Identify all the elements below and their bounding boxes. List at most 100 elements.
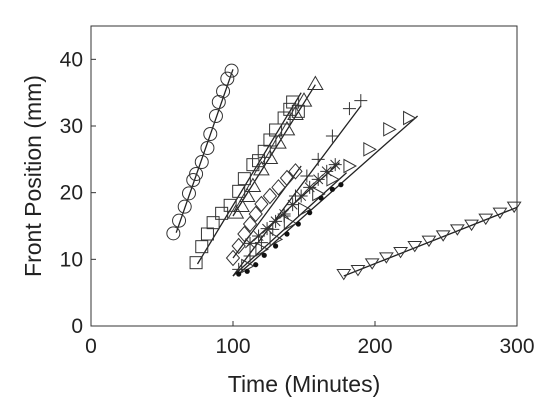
data-point-dot bbox=[318, 195, 324, 201]
data-point-triangle-right bbox=[255, 241, 269, 257]
data-point-plus bbox=[243, 249, 257, 263]
data-point-diamond bbox=[225, 249, 241, 267]
data-point-diamond bbox=[254, 195, 269, 213]
data-point-triangle-right bbox=[269, 231, 284, 247]
data-point-circle bbox=[194, 155, 209, 169]
data-point-triangle-right bbox=[326, 171, 340, 187]
y-tick-label: 10 bbox=[60, 248, 83, 271]
data-point-circle bbox=[224, 63, 239, 78]
data-point-dot bbox=[284, 231, 290, 237]
data-point-diamond bbox=[262, 187, 278, 205]
data-point-plus bbox=[300, 169, 314, 183]
data-point-triangle-up bbox=[233, 197, 250, 212]
data-point-asterisk bbox=[277, 207, 291, 221]
data-point-triangle-up bbox=[306, 75, 324, 90]
data-point-circle bbox=[181, 186, 196, 201]
fit-line-triangle-down bbox=[343, 206, 518, 277]
data-point-diamond bbox=[288, 163, 303, 180]
data-point-square bbox=[195, 240, 209, 254]
data-point-diamond bbox=[242, 215, 258, 233]
data-point-square bbox=[283, 102, 297, 116]
data-point-square bbox=[232, 184, 246, 198]
data-point-asterisk bbox=[260, 222, 274, 236]
data-point-dot bbox=[273, 243, 279, 249]
fit-line-dot bbox=[232, 172, 348, 277]
data-point-triangle-down bbox=[435, 230, 451, 242]
data-point-triangle-up bbox=[261, 149, 279, 164]
data-point-circle bbox=[216, 84, 231, 99]
data-point-circle bbox=[177, 199, 192, 214]
data-point-triangle-down bbox=[378, 252, 394, 264]
data-point-asterisk bbox=[294, 189, 308, 203]
data-point-square bbox=[269, 123, 283, 137]
data-point-dot bbox=[253, 262, 259, 268]
data-point-asterisk bbox=[286, 198, 300, 212]
x-tick-label: 200 bbox=[357, 335, 392, 358]
fit-line-diamond bbox=[232, 165, 302, 259]
data-point-triangle-up bbox=[244, 177, 262, 192]
axis-ticks: 0 100 200 300 0 10 20 30 40 bbox=[60, 48, 535, 358]
data-point-circle bbox=[220, 71, 235, 86]
data-point-circle bbox=[208, 109, 223, 123]
data-point-square bbox=[237, 172, 251, 186]
series-triangle-right bbox=[241, 110, 417, 274]
data-point-dot bbox=[236, 271, 242, 277]
data-point-circle bbox=[189, 167, 204, 181]
data-point-plus bbox=[354, 94, 368, 108]
data-point-asterisk bbox=[328, 158, 342, 172]
data-point-triangle-down bbox=[393, 247, 408, 259]
data-point-plus bbox=[342, 102, 356, 116]
data-point-dot bbox=[307, 210, 313, 216]
data-point-triangle-right bbox=[363, 141, 377, 157]
data-point-diamond bbox=[237, 225, 252, 243]
data-point-triangle-down bbox=[407, 241, 423, 253]
data-point-asterisk bbox=[243, 236, 257, 250]
data-point-triangle-down bbox=[478, 213, 494, 226]
y-tick-label: 0 bbox=[71, 315, 83, 338]
series-dot bbox=[236, 182, 344, 277]
data-point-triangle-right bbox=[298, 201, 312, 217]
data-point-diamond bbox=[279, 169, 295, 187]
data-point-circle bbox=[203, 127, 218, 141]
fit-line-square bbox=[196, 92, 302, 265]
data-point-triangle-down bbox=[506, 201, 522, 214]
series-triangle-down bbox=[336, 201, 522, 281]
fit-lines bbox=[175, 69, 518, 277]
data-point-asterisk bbox=[303, 180, 317, 194]
data-point-triangle-down bbox=[336, 269, 352, 281]
data-point-asterisk bbox=[252, 229, 266, 243]
data-point-triangle-up bbox=[278, 120, 296, 136]
data-point-dot bbox=[329, 186, 335, 192]
data-point-triangle-up bbox=[238, 187, 256, 202]
data-point-circle bbox=[211, 95, 226, 109]
data-point-asterisk bbox=[311, 172, 325, 186]
data-point-triangle-right bbox=[383, 121, 397, 137]
data-markers bbox=[166, 63, 522, 281]
data-point-triangle-right bbox=[403, 110, 417, 126]
data-point-circle bbox=[172, 213, 187, 228]
series-triangle-up bbox=[227, 75, 324, 219]
data-point-diamond bbox=[231, 237, 246, 255]
data-point-diamond bbox=[248, 205, 263, 223]
data-point-dot bbox=[261, 252, 267, 258]
data-point-triangle-right bbox=[343, 158, 357, 174]
data-point-triangle-down bbox=[492, 207, 508, 220]
y-tick-label: 20 bbox=[60, 182, 83, 205]
data-point-square bbox=[215, 206, 229, 220]
data-point-dot bbox=[338, 182, 344, 188]
fit-line-circle bbox=[175, 69, 234, 233]
y-axis-title: Front Position (mm) bbox=[20, 75, 46, 277]
data-point-square bbox=[206, 216, 220, 230]
x-tick-label: 100 bbox=[215, 335, 250, 358]
data-point-triangle-down bbox=[350, 265, 366, 277]
data-point-triangle-up bbox=[270, 134, 287, 149]
data-point-triangle-down bbox=[449, 224, 465, 236]
y-tick-label: 30 bbox=[60, 115, 83, 138]
series-diamond bbox=[225, 163, 303, 267]
y-tick-label: 40 bbox=[60, 48, 83, 71]
series-asterisk bbox=[243, 158, 342, 250]
x-tick-label: 300 bbox=[499, 335, 534, 358]
data-point-triangle-up bbox=[287, 105, 304, 120]
data-point-circle bbox=[166, 226, 181, 241]
data-point-circle bbox=[200, 141, 215, 155]
